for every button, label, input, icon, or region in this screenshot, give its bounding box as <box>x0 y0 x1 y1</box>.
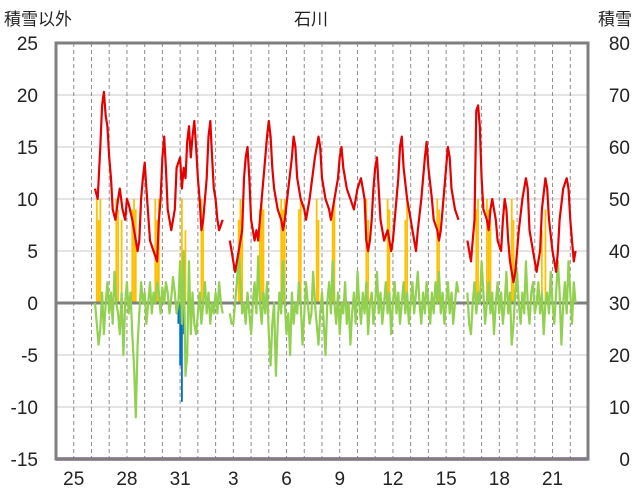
x-tick-label: 21 <box>542 469 563 490</box>
precip-yellow-bar <box>120 219 123 303</box>
precip-yellow-bar <box>239 199 242 303</box>
left-tick-label: -5 <box>21 346 38 367</box>
precip-yellow-bar <box>131 209 134 303</box>
precip-yellow-bar <box>317 219 320 303</box>
temperature-line <box>228 119 460 273</box>
precip-yellow-bar <box>117 209 119 303</box>
wind-line <box>93 249 224 419</box>
precip-yellow-bar <box>541 230 543 303</box>
precip-yellow-bar <box>475 209 478 303</box>
precip-yellow-bar <box>202 219 205 303</box>
right-tick-label: 10 <box>609 398 630 419</box>
x-tick-label: 9 <box>334 469 345 490</box>
right-tick-label: 70 <box>609 86 630 107</box>
precip-yellow-bar <box>365 199 368 303</box>
right-axis-label: 積雪 <box>598 10 632 29</box>
right-tick-label: 80 <box>609 34 630 55</box>
left-tick-label: -15 <box>11 450 38 471</box>
right-tick-label: 0 <box>619 450 630 471</box>
precip-yellow-bar <box>438 209 440 303</box>
precip-yellow-bar <box>510 199 513 303</box>
right-tick-label: 50 <box>609 190 630 211</box>
precip-yellow-bar <box>99 199 102 303</box>
precip-yellow-bar <box>477 199 479 303</box>
precip-yellow-bar <box>436 199 439 303</box>
left-tick-label: -10 <box>11 398 38 419</box>
precip-yellow-bar <box>133 199 135 303</box>
precip-yellow-bar <box>262 209 265 303</box>
precip-blue-bar <box>181 303 183 402</box>
x-tick-label: 12 <box>382 469 403 490</box>
x-tick-label: 3 <box>228 469 239 490</box>
precip-yellow-bar <box>154 199 157 303</box>
x-tick-label: 18 <box>489 469 510 490</box>
precip-yellow-bar <box>115 199 118 303</box>
precipitation-bars <box>95 199 547 402</box>
left-axis-label: 積雪以外 <box>4 10 72 29</box>
precip-blue-bar <box>177 303 180 324</box>
precip-yellow-bar <box>489 219 492 303</box>
precip-yellow-bar <box>367 219 369 303</box>
right-tick-label: 30 <box>609 294 630 315</box>
left-tick-label: 25 <box>17 34 38 55</box>
precip-yellow-bar <box>406 199 409 303</box>
x-tick-label: 25 <box>63 469 84 490</box>
precip-yellow-bar <box>298 209 300 303</box>
precip-yellow-bar <box>97 219 100 303</box>
precip-yellow-bar <box>283 199 286 303</box>
right-tick-label: 40 <box>609 242 630 263</box>
left-tick-label: 5 <box>27 242 38 263</box>
wind-line <box>228 249 460 377</box>
precip-yellow-bar <box>487 209 490 303</box>
precip-yellow-bar <box>331 209 334 303</box>
precip-yellow-bar <box>486 199 488 303</box>
precip-blue-bar <box>179 303 182 366</box>
precip-yellow-bar <box>333 199 336 303</box>
precip-yellow-bar <box>315 199 318 303</box>
precip-yellow-bar <box>181 199 183 303</box>
precip-yellow-bar <box>241 209 244 303</box>
precip-yellow-bar <box>512 219 515 303</box>
precip-yellow-bar <box>282 209 284 303</box>
temperature-line <box>93 90 224 263</box>
precip-yellow-bar <box>259 209 261 303</box>
grid-lines <box>56 42 588 460</box>
left-tick-label: 15 <box>17 138 38 159</box>
chart-title: 石川 <box>294 10 328 29</box>
x-tick-label: 6 <box>281 469 292 490</box>
precip-yellow-bar <box>404 219 407 303</box>
left-tick-label: 0 <box>27 294 38 315</box>
precip-yellow-bar <box>200 199 203 303</box>
precip-yellow-bar <box>544 209 547 303</box>
precip-yellow-bar <box>386 199 389 303</box>
wind-line <box>466 260 577 346</box>
temperature-line <box>466 104 577 284</box>
x-tick-label: 15 <box>436 469 457 490</box>
precip-yellow-bar <box>260 199 263 303</box>
right-tick-label: 20 <box>609 346 630 367</box>
plot-border <box>54 41 590 461</box>
x-tick-label: 31 <box>170 469 191 490</box>
precip-yellow-bar <box>299 199 302 303</box>
precip-yellow-bar <box>280 199 283 303</box>
precip-yellow-bar <box>388 209 391 303</box>
precip-yellow-bar <box>184 230 187 303</box>
right-tick-label: 60 <box>609 138 630 159</box>
x-tick-label: 28 <box>116 469 137 490</box>
left-tick-label: 10 <box>17 190 38 211</box>
plot-frame <box>54 41 590 461</box>
precip-yellow-bar <box>134 209 137 303</box>
precip-yellow-bar <box>95 199 98 303</box>
left-tick-label: 20 <box>17 86 38 107</box>
precip-yellow-bar <box>157 199 160 303</box>
